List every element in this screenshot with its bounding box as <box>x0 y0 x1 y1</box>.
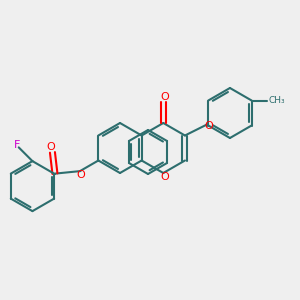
Text: O: O <box>160 172 169 182</box>
Text: F: F <box>14 140 20 150</box>
Text: O: O <box>46 142 55 152</box>
Text: O: O <box>76 170 85 180</box>
Text: CH₃: CH₃ <box>268 96 285 105</box>
Text: O: O <box>204 121 213 131</box>
Text: O: O <box>160 92 169 102</box>
